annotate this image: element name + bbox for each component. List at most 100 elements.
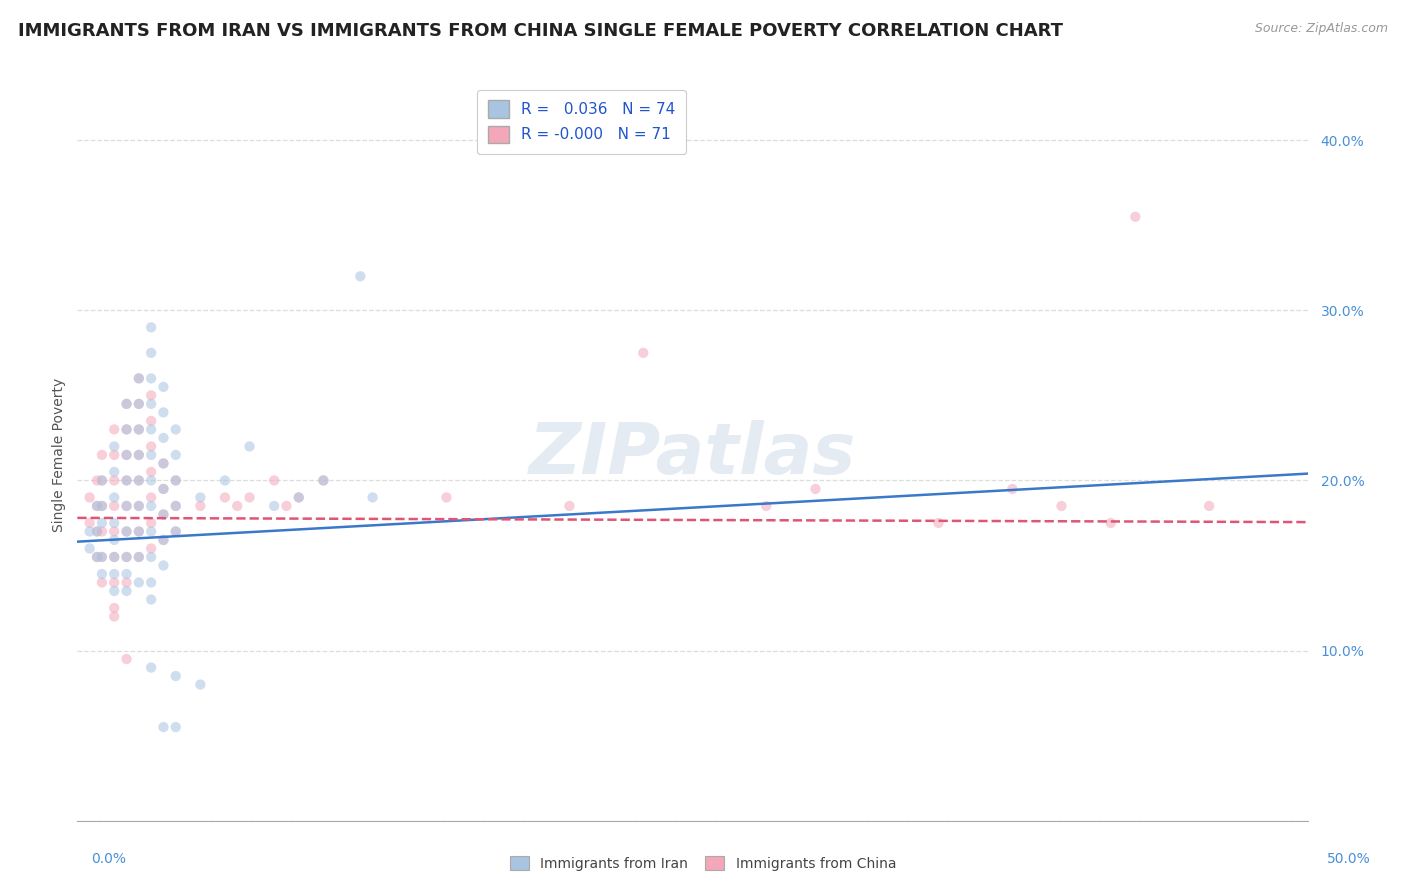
Point	[90, 474, 114, 488]
Point	[115, 524, 138, 539]
Point	[141, 541, 163, 556]
Point	[141, 499, 163, 513]
Point	[128, 474, 150, 488]
Point	[188, 677, 212, 691]
Point	[90, 448, 114, 462]
Point	[103, 575, 125, 590]
Point	[103, 533, 125, 547]
Point	[128, 524, 150, 539]
Point	[128, 575, 150, 590]
Point	[141, 414, 163, 428]
Point	[90, 524, 114, 539]
Point	[128, 371, 150, 385]
Point	[90, 549, 114, 564]
Legend: R =   0.036   N = 74, R = -0.000   N = 71: R = 0.036 N = 74, R = -0.000 N = 71	[477, 89, 686, 153]
Point	[128, 448, 150, 462]
Text: IMMIGRANTS FROM IRAN VS IMMIGRANTS FROM CHINA SINGLE FEMALE POVERTY CORRELATION : IMMIGRANTS FROM IRAN VS IMMIGRANTS FROM …	[18, 22, 1063, 40]
Point	[141, 516, 163, 530]
Text: ZIPatlas: ZIPatlas	[529, 420, 856, 490]
Point	[141, 371, 163, 385]
Point	[128, 397, 150, 411]
Point	[141, 474, 163, 488]
Point	[115, 499, 138, 513]
Point	[128, 422, 150, 436]
Point	[103, 465, 125, 479]
Point	[349, 269, 371, 284]
Point	[312, 474, 335, 488]
Point	[152, 558, 174, 573]
Point	[152, 533, 174, 547]
Point	[103, 566, 125, 581]
Point	[152, 508, 174, 522]
Point	[115, 524, 138, 539]
Point	[128, 499, 150, 513]
Point	[115, 397, 138, 411]
Point	[239, 491, 262, 505]
Point	[103, 439, 125, 453]
Point	[115, 549, 138, 564]
Point	[558, 499, 581, 513]
Point	[152, 457, 174, 471]
Point	[1099, 516, 1122, 530]
Point	[103, 448, 125, 462]
Point	[152, 482, 174, 496]
Point	[288, 491, 311, 505]
Point	[79, 491, 101, 505]
Point	[165, 422, 187, 436]
Point	[115, 549, 138, 564]
Point	[141, 549, 163, 564]
Point	[312, 474, 335, 488]
Point	[86, 499, 108, 513]
Point	[1198, 499, 1220, 513]
Point	[103, 601, 125, 615]
Point	[165, 499, 187, 513]
Point	[755, 499, 778, 513]
Point	[115, 575, 138, 590]
Point	[103, 474, 125, 488]
Point	[90, 499, 114, 513]
Point	[152, 508, 174, 522]
Point	[103, 584, 125, 599]
Point	[152, 482, 174, 496]
Point	[79, 541, 101, 556]
Point	[141, 422, 163, 436]
Point	[115, 448, 138, 462]
Point	[152, 720, 174, 734]
Point	[165, 448, 187, 462]
Point	[141, 524, 163, 539]
Point	[226, 499, 249, 513]
Point	[188, 491, 212, 505]
Point	[128, 448, 150, 462]
Point	[103, 499, 125, 513]
Point	[103, 549, 125, 564]
Legend: Immigrants from Iran, Immigrants from China: Immigrants from Iran, Immigrants from Ch…	[505, 850, 901, 876]
Point	[90, 516, 114, 530]
Point	[239, 439, 262, 453]
Point	[90, 575, 114, 590]
Point	[141, 439, 163, 453]
Point	[115, 474, 138, 488]
Point	[103, 516, 125, 530]
Point	[79, 516, 101, 530]
Point	[103, 609, 125, 624]
Point	[152, 431, 174, 445]
Point	[115, 397, 138, 411]
Text: 50.0%: 50.0%	[1327, 853, 1371, 866]
Y-axis label: Single Female Poverty: Single Female Poverty	[52, 378, 66, 532]
Point	[152, 457, 174, 471]
Point	[288, 491, 311, 505]
Point	[141, 465, 163, 479]
Point	[128, 549, 150, 564]
Point	[86, 549, 108, 564]
Point	[633, 346, 655, 360]
Point	[928, 516, 950, 530]
Point	[141, 575, 163, 590]
Point	[165, 474, 187, 488]
Point	[141, 660, 163, 674]
Point	[141, 346, 163, 360]
Point	[128, 371, 150, 385]
Point	[263, 499, 285, 513]
Point	[1125, 210, 1147, 224]
Point	[214, 474, 236, 488]
Point	[141, 320, 163, 334]
